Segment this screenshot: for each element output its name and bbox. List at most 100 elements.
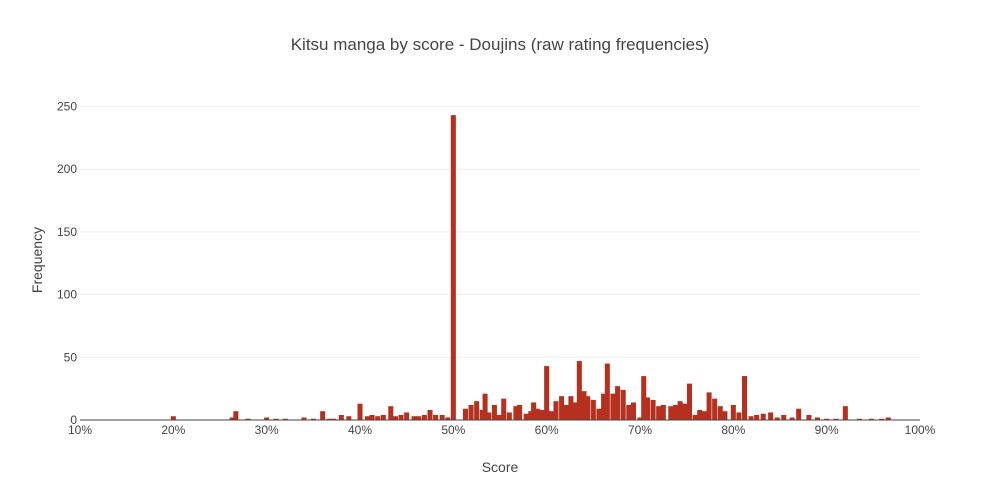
bar (310, 418, 316, 420)
bar (806, 414, 812, 420)
bar (364, 416, 370, 420)
bar (539, 409, 545, 420)
bar (568, 396, 574, 420)
x-tick-label: 70% (628, 423, 652, 437)
bar (427, 409, 433, 420)
y-tick-label: 150 (57, 225, 77, 239)
bar (233, 411, 239, 420)
bar (380, 414, 386, 420)
bar (656, 406, 662, 420)
bar (620, 389, 626, 420)
bar (686, 383, 692, 420)
bar (439, 414, 445, 420)
bar (468, 404, 474, 420)
bar (486, 412, 492, 420)
bar (760, 413, 766, 420)
bar (528, 411, 534, 420)
bar (706, 392, 712, 420)
bar (868, 418, 874, 420)
bar (517, 404, 523, 420)
y-axis-title: Frequency (29, 227, 45, 293)
bar (842, 406, 848, 420)
bar (581, 391, 587, 420)
bar (388, 406, 394, 420)
bar (768, 412, 774, 420)
bar (501, 398, 507, 420)
bar (717, 406, 723, 420)
bar (398, 414, 404, 420)
bar (641, 376, 647, 420)
bar (338, 414, 344, 420)
bar (416, 416, 422, 420)
x-tick-label: 60% (535, 423, 559, 437)
bar (346, 416, 352, 420)
bar (692, 414, 698, 420)
bar (781, 414, 787, 420)
bar (789, 417, 795, 420)
bar (644, 397, 650, 420)
bar (523, 413, 529, 420)
chart-title: Kitsu manga by score - Doujins (raw rati… (291, 35, 710, 54)
x-tick-label: 10% (68, 423, 92, 437)
bar (513, 406, 519, 420)
bar (576, 361, 582, 420)
bar (672, 404, 678, 420)
x-tick-label: 40% (348, 423, 372, 437)
bar (548, 411, 554, 420)
bar (754, 414, 760, 420)
bar (496, 414, 502, 420)
bar (660, 404, 666, 420)
bar (677, 401, 683, 420)
bar (479, 409, 485, 420)
bar (445, 417, 451, 420)
bar (482, 393, 488, 420)
bar (331, 418, 337, 420)
bar (369, 414, 375, 420)
bar (273, 418, 279, 420)
bar (824, 418, 830, 420)
y-tick-labels: 0 50 100 150 200 250 (57, 99, 77, 427)
bar (534, 408, 540, 420)
bar (450, 115, 456, 420)
y-tick-label: 200 (57, 162, 77, 176)
bar (668, 406, 674, 420)
bar (879, 418, 885, 420)
bar (462, 408, 468, 420)
x-tick-labels: 10% 20% 30% 40% 50% 60% 70% 80% 90% 100% (68, 423, 936, 437)
bar (474, 401, 480, 420)
bar (604, 363, 610, 420)
bar (590, 399, 596, 420)
bar (491, 404, 497, 420)
bar (730, 404, 736, 420)
bar (506, 412, 512, 420)
bar (796, 408, 802, 420)
x-tick-label: 100% (905, 423, 936, 437)
bar (573, 402, 579, 420)
bar (375, 416, 381, 420)
bar (596, 408, 602, 420)
bar (736, 412, 742, 420)
bar (544, 366, 550, 420)
bar (170, 416, 176, 420)
x-tick-label: 20% (161, 423, 185, 437)
bar (748, 416, 754, 420)
y-tick-label: 250 (57, 99, 77, 113)
y-tick-label: 100 (57, 288, 77, 302)
bars (170, 115, 891, 420)
bar (615, 386, 621, 420)
gridlines (80, 105, 920, 358)
bar (282, 418, 288, 420)
bar (742, 376, 748, 420)
bar (411, 416, 417, 420)
bar (630, 402, 636, 420)
bar (229, 417, 235, 420)
bar (682, 403, 688, 420)
bar (601, 393, 607, 420)
x-tick-label: 30% (255, 423, 279, 437)
bar (264, 417, 270, 420)
bar (712, 398, 718, 420)
bar (392, 416, 398, 420)
bar (404, 412, 410, 420)
bar (357, 403, 363, 420)
